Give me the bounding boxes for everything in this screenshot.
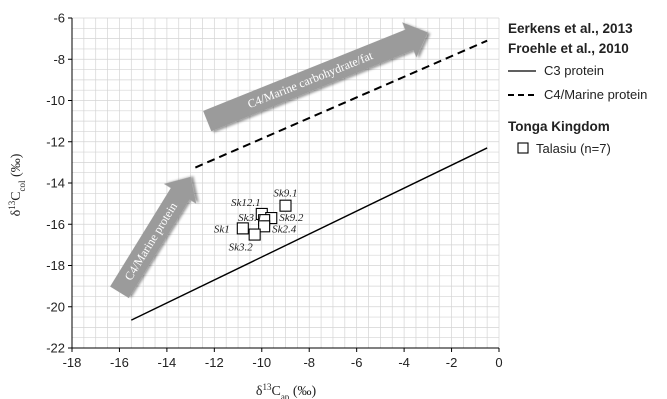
legend-label: C4/Marine protein [544,87,647,102]
arrow-label: C4/Marine protein [122,200,181,283]
legend: Eerkens et al., 2013 Froehle et al., 2010… [508,21,647,156]
x-tick-label: -4 [398,355,410,370]
x-tick-label: 0 [495,355,502,370]
x-tick-label: -12 [205,355,224,370]
point-sk2-4 [258,220,271,233]
point-label: Sk1 [214,223,230,235]
line-c4-marine-protein [194,39,488,169]
legend-heading: Froehle et al., 2010 [508,41,629,56]
legend-heading: Eerkens et al., 2013 [508,21,633,36]
y-tick-label: -12 [46,134,65,149]
point-label: Sk3.1 [238,212,262,224]
grid [71,17,500,349]
point-label: Sk9.1 [273,188,297,200]
x-tick-label: -10 [252,355,271,370]
y-tick-label: -18 [46,258,65,273]
legend-label: Talasiu (n=7) [536,141,611,156]
point-sk9-1 [279,199,292,212]
y-tick-label: -16 [46,217,65,232]
y-axis-label: δ13Ccol (‰) [7,153,27,216]
x-tick-label: -8 [303,355,315,370]
arrow-shape [203,22,428,132]
x-axis-label: δ13Cap (‰) [256,382,317,399]
data-points [236,199,292,241]
y-tick-label: -6 [53,11,65,26]
legend-heading: Tonga Kingdom [508,119,610,134]
point-label: Sk12.1 [231,197,261,209]
point-sk1 [236,222,249,235]
legend-label: C3 protein [544,63,604,78]
y-tick-label: -8 [53,52,65,67]
x-tick-label: -6 [351,355,363,370]
x-tick-label: -18 [63,355,82,370]
tick-labels: -18 -16 -14 -12 -10 -8 -6 -4 -2 0-6-8-10-12-14-16… [46,11,502,371]
point-label: Sk2.4 [272,223,297,235]
point-label: Sk3.2 [229,242,254,254]
line-c3-protein [131,147,488,321]
x-tick-label: -2 [446,355,458,370]
reference-lines [131,39,488,321]
point-labels: Sk9.1 Sk12.1 Sk9.2 Sk3.1 Sk1 Sk2.4 Sk3.2 [214,188,304,254]
point-label: Sk9.2 [279,212,304,224]
annotation-arrow: C4/Marine carbohydrate/fat [203,22,428,132]
legend-marker-square [517,142,529,154]
y-tick-label: -22 [46,341,65,356]
x-tick-label: -14 [157,355,176,370]
arrow-shape [110,176,197,299]
y-tick-label: -20 [46,299,65,314]
y-tick-label: -10 [46,93,65,108]
axes [68,17,500,352]
y-tick-label: -14 [46,176,65,191]
point-sk3-2 [248,228,261,241]
x-tick-label: -16 [110,355,129,370]
annotation-arrows: C4/Marine protein C4/Marine carbohydrate/… [110,22,428,299]
